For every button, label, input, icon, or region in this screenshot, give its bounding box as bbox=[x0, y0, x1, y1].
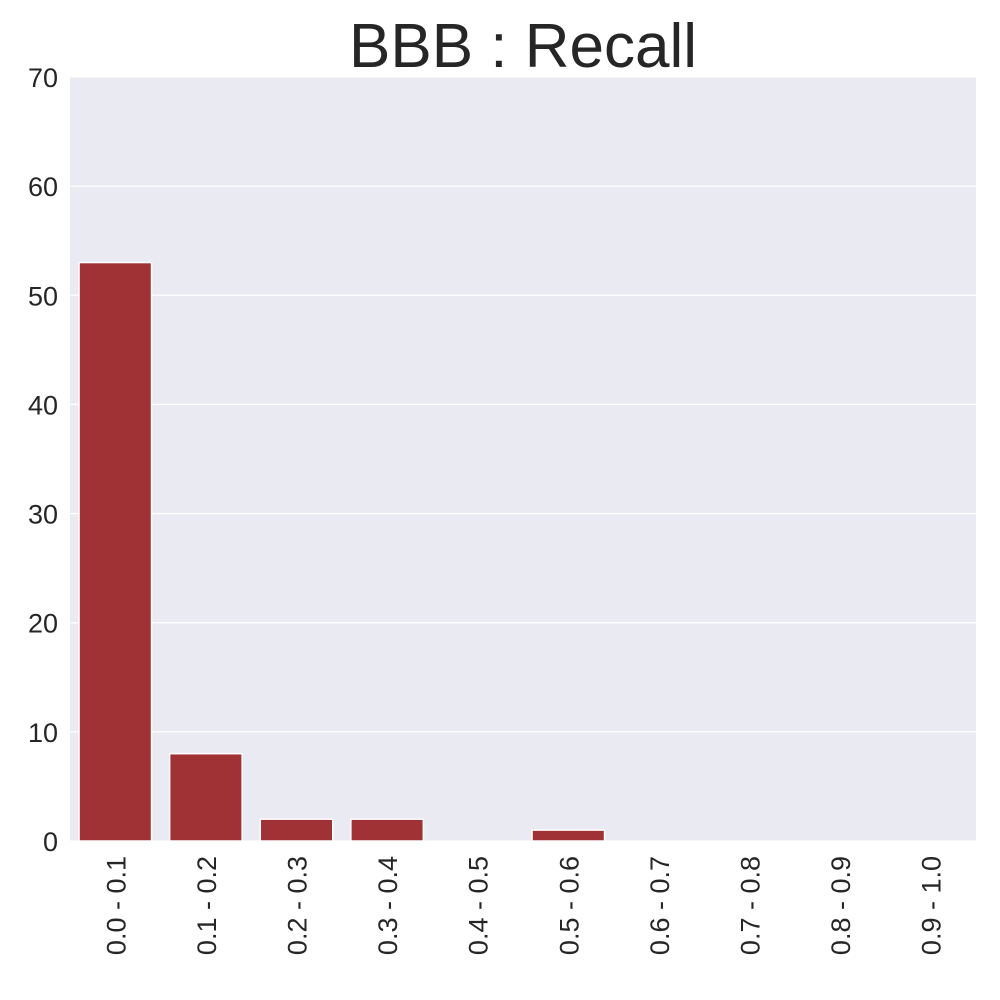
bars bbox=[78, 261, 606, 842]
x-tick-label: 0.2 - 0.3 bbox=[283, 856, 313, 955]
x-tick-label: 0.1 - 0.2 bbox=[192, 856, 222, 955]
x-tick-label: 0.8 - 0.9 bbox=[826, 856, 856, 955]
x-tick-label: 0.4 - 0.5 bbox=[464, 856, 494, 955]
x-axis-ticks: 0.0 - 0.1 0.1 - 0.2 0.2 - 0.3 0.3 - 0.4 0.4 … bbox=[101, 856, 946, 955]
x-tick-label: 0.6 - 0.7 bbox=[645, 856, 675, 955]
bar-0.5 - 0.6 bbox=[531, 829, 606, 842]
gridlines bbox=[70, 76, 976, 842]
y-tick-label: 50 bbox=[28, 281, 58, 311]
bar-0.2 - 0.3 bbox=[259, 818, 334, 842]
bar-0.1 - 0.2 bbox=[168, 752, 243, 842]
bar-0.0 - 0.1 bbox=[78, 261, 153, 842]
x-tick-label: 0.3 - 0.4 bbox=[373, 856, 403, 955]
bar-0.3 - 0.4 bbox=[350, 818, 425, 842]
y-tick-label: 20 bbox=[28, 609, 58, 639]
x-tick-label: 0.9 - 1.0 bbox=[917, 856, 947, 955]
plot-area bbox=[70, 77, 976, 841]
y-axis-ticks: 0 10 20 30 40 50 60 70 bbox=[28, 63, 58, 857]
x-tick-label: 0.5 - 0.6 bbox=[554, 856, 584, 955]
y-tick-label: 0 bbox=[43, 827, 58, 857]
y-tick-label: 30 bbox=[28, 500, 58, 530]
y-tick-label: 40 bbox=[28, 390, 58, 420]
y-tick-label: 60 bbox=[28, 172, 58, 202]
y-tick-label: 10 bbox=[28, 718, 58, 748]
y-tick-label: 70 bbox=[28, 63, 58, 93]
x-tick-label: 0.7 - 0.8 bbox=[736, 856, 766, 955]
chart-title: BBB : Recall bbox=[349, 12, 697, 81]
x-tick-label: 0.0 - 0.1 bbox=[101, 856, 131, 955]
